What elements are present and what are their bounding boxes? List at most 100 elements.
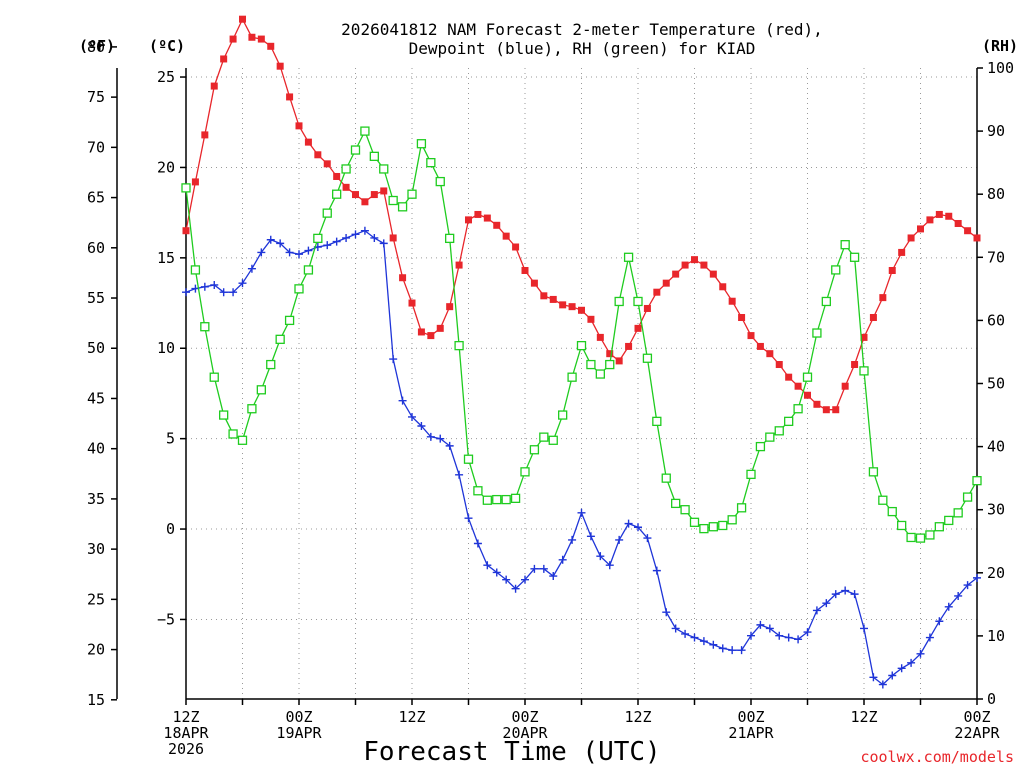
temperature-point [342,183,350,191]
source-credit: coolwx.com/models [860,748,1014,766]
dewpoint-point [925,633,934,642]
temperature-point [794,382,802,390]
temperature-point [361,198,369,206]
temperature-point [276,62,284,70]
dewpoint-point [803,628,812,637]
temperature-point [926,216,934,224]
dewpoint-point [888,671,897,680]
temperature-point [691,256,698,264]
celsius-unit-label: (ºC) [149,37,185,55]
temperature-point [295,122,303,130]
temperature-line [185,17,978,411]
rh-point [492,494,502,505]
celsius-tick-label: 20 [157,158,175,176]
dewpoint-point [332,237,341,246]
temperature-point [738,314,746,322]
dewpoint-point [878,680,887,689]
rh-point [181,183,191,193]
dewpoint-point [681,629,690,638]
rh-point [689,517,700,527]
dewpoint-point [643,534,652,543]
fahrenheit-tick-label: 40 [87,440,105,458]
temperature-point [832,406,840,414]
temperature-point [625,342,633,350]
temperature-point [540,292,548,300]
rh-point [812,328,822,338]
rh-point [388,195,398,206]
rh-point [275,334,285,344]
temperature-point [917,225,924,233]
x-tick-label: 12Z [172,708,199,726]
temperature-point [465,216,472,224]
dewpoint-point [709,640,718,649]
dewpoint-point [869,673,878,682]
rh-point [435,176,445,187]
temperature-point [681,261,689,269]
rh-point [426,157,436,168]
dewpoint-point [229,288,238,297]
rh-tick-label: 0 [987,690,996,708]
dewpoint-point [304,246,313,255]
dewpoint-point [276,239,285,248]
dewpoint-point [473,539,482,548]
fahrenheit-tick-label: 25 [87,590,105,608]
rh-unit-label: (RH) [982,37,1018,55]
rh-point [322,208,332,218]
x-axis-label: Forecast Time (UTC) [363,737,660,767]
temperature-point [822,406,830,414]
rh-tick-label: 80 [987,185,1005,203]
rh-point [520,467,530,477]
temperature-point [964,227,972,235]
dewpoint-point [747,631,755,640]
dewpoint-point [370,233,379,242]
dewpoint-point [360,226,369,235]
temperature-point [483,214,491,222]
temperature-point [446,303,454,311]
rh-point [313,233,323,244]
celsius-tick-label: 10 [157,339,175,357]
rh-point [661,473,671,483]
temperature-point [304,138,312,146]
temperature-point [220,55,228,63]
rh-tick-label: 10 [987,627,1005,645]
x-tick-label: 00Z [737,708,764,726]
x-tick-label: 00Z [511,708,538,726]
rh-point [510,493,521,503]
dewpoint-point [671,624,680,633]
temperature-point [596,333,604,341]
temperature-point [436,324,444,332]
rh-point [793,404,803,414]
dewpoint-point [539,564,548,573]
temperature-point [370,191,378,199]
rh-point [802,372,813,382]
temperature-point [323,160,331,168]
rh-tick-label: 70 [987,248,1005,266]
fahrenheit-tick-label: 75 [87,88,105,106]
rh-point [209,372,219,382]
temperature-point [568,303,576,311]
dewpoint-point [841,586,850,595]
rh-point [680,505,690,515]
dewpoint-point [775,631,784,640]
temperature-point [954,219,962,227]
dewpoint-point [558,555,567,564]
temperature-point [248,33,256,41]
rh-point [369,151,379,161]
temperature-point [182,227,190,235]
dewpoint-point [652,566,661,575]
temperature-point [653,288,661,296]
rh-point [190,265,201,275]
rh-point [332,189,342,199]
fahrenheit-tick-label: 15 [87,691,105,709]
temperature-point [380,187,388,195]
temperature-point [756,342,764,350]
rh-tick-label: 60 [987,311,1005,329]
x-tick-label: 00Z [285,708,312,726]
dewpoint-point [718,644,727,653]
rh-point [718,520,728,531]
rh-series [181,126,982,543]
temperature-point [474,210,482,218]
temperature-point [643,304,651,312]
fahrenheit-tick-label: 30 [87,540,105,558]
rh-point [501,494,511,505]
